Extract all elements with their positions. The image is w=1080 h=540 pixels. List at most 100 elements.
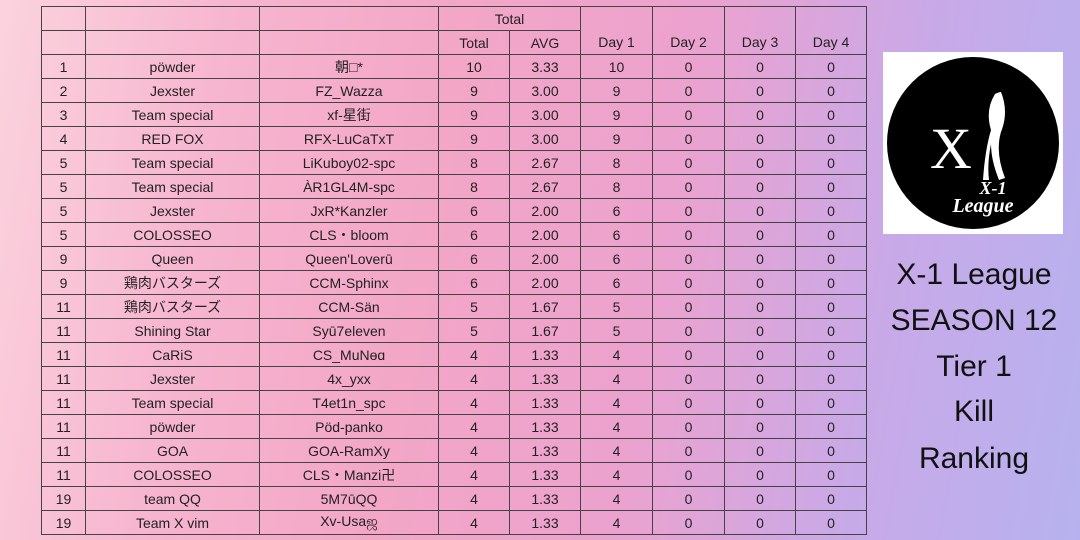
header-cell: Day 1 xyxy=(580,6,653,55)
cell: GOA xyxy=(85,438,260,463)
cell: 1.33 xyxy=(509,342,581,367)
cell: 1 xyxy=(41,54,86,79)
cell: 4 xyxy=(438,390,510,415)
header-cell xyxy=(41,6,86,31)
cell: 0 xyxy=(795,414,867,439)
cell: RED FOX xyxy=(85,126,260,151)
cell: xf-星街 xyxy=(259,102,439,127)
title-line: SEASON 12 xyxy=(890,304,1058,337)
cell: 5 xyxy=(438,318,510,343)
cell: 9 xyxy=(580,78,653,103)
cell: FZ_Wazza xyxy=(259,78,439,103)
cell: 5 xyxy=(41,198,86,223)
cell: 0 xyxy=(724,54,796,79)
logo-mark: X xyxy=(930,116,972,181)
cell: 8 xyxy=(580,174,653,199)
cell: 0 xyxy=(652,318,725,343)
cell: 9 xyxy=(438,126,510,151)
cell: 0 xyxy=(652,78,725,103)
cell: 6 xyxy=(438,222,510,247)
header-cell xyxy=(259,30,439,55)
data-row: 2 Jexster FZ_Wazza 9 3.00 9 0 0 0 xyxy=(41,78,867,103)
cell: Queen xyxy=(85,246,260,271)
cell: 3.00 xyxy=(509,126,581,151)
cell: 11 xyxy=(41,438,86,463)
cell: 0 xyxy=(795,54,867,79)
data-row: 11 鶏肉バスターズ CCM-Sän 5 1.67 5 0 0 0 xyxy=(41,294,867,319)
cell: 0 xyxy=(724,462,796,487)
cell: 0 xyxy=(652,438,725,463)
header-cell xyxy=(85,6,260,31)
cell: 9 xyxy=(41,270,86,295)
header-cell: Total xyxy=(438,30,510,55)
cell: 1.33 xyxy=(509,486,581,511)
cell: 4 xyxy=(580,486,653,511)
cell: 0 xyxy=(724,510,796,535)
cell: 5 xyxy=(580,318,653,343)
cell: 4 xyxy=(438,438,510,463)
title-line: Kill xyxy=(953,395,994,428)
cell: Team special xyxy=(85,150,260,175)
cell: 4 xyxy=(438,486,510,511)
cell: 0 xyxy=(795,270,867,295)
cell: CaRiS xyxy=(85,342,260,367)
cell: 0 xyxy=(724,246,796,271)
cell: 0 xyxy=(795,102,867,127)
cell: pöwder xyxy=(85,54,260,79)
header-group: Total xyxy=(438,6,581,31)
cell: 0 xyxy=(795,318,867,343)
cell: Jexster xyxy=(85,78,260,103)
cell: 4 xyxy=(438,462,510,487)
cell: 0 xyxy=(724,342,796,367)
logo-figure xyxy=(983,92,1005,180)
cell: 8 xyxy=(438,174,510,199)
cell: 6 xyxy=(580,246,653,271)
cell: 9 xyxy=(580,126,653,151)
cell: 0 xyxy=(795,174,867,199)
cell: 4 xyxy=(438,510,510,535)
cell: 0 xyxy=(724,438,796,463)
cell: LiKuboy02-spc xyxy=(259,150,439,175)
data-row: 11 Shining Star Syū7eleven 5 1.67 5 0 0 0 xyxy=(41,318,867,343)
data-row: 11 GOA GOA-RamXy 4 1.33 4 0 0 0 xyxy=(41,438,867,463)
cell: 2 xyxy=(41,78,86,103)
cell: 0 xyxy=(652,270,725,295)
cell: 0 xyxy=(724,270,796,295)
cell: 5 xyxy=(580,294,653,319)
cell: 0 xyxy=(652,198,725,223)
cell: 0 xyxy=(724,414,796,439)
cell: 0 xyxy=(652,462,725,487)
cell: 0 xyxy=(724,294,796,319)
cell: 0 xyxy=(724,366,796,391)
cell: 1.33 xyxy=(509,414,581,439)
cell: 0 xyxy=(652,390,725,415)
cell: pöwder xyxy=(85,414,260,439)
cell: 0 xyxy=(795,198,867,223)
cell: 3.33 xyxy=(509,54,581,79)
cell: 4 xyxy=(580,438,653,463)
cell: 0 xyxy=(795,366,867,391)
data-row: 4 RED FOX RFX-LuCaTxT 9 3.00 9 0 0 0 xyxy=(41,126,867,151)
cell: CCM-Sän xyxy=(259,294,439,319)
cell: 0 xyxy=(795,342,867,367)
cell: 6 xyxy=(580,270,653,295)
cell: 1.33 xyxy=(509,462,581,487)
ranking-table: Total Day 1 Day 2 Day 3 Day 4 Total AVG 1 pöwder… xyxy=(41,6,867,535)
cell: 11 xyxy=(41,462,86,487)
data-row: 11 Jexster 4x_yxx 4 1.33 4 0 0 0 xyxy=(41,366,867,391)
cell: 0 xyxy=(652,174,725,199)
cell: 0 xyxy=(724,174,796,199)
cell: 2.67 xyxy=(509,174,581,199)
cell: 10 xyxy=(580,54,653,79)
cell: 4 xyxy=(438,342,510,367)
cell: Shining Star xyxy=(85,318,260,343)
title-line: Tier 1 xyxy=(936,350,1012,383)
cell: 6 xyxy=(438,198,510,223)
cell: Jexster xyxy=(85,366,260,391)
cell: Team X vim xyxy=(85,510,260,535)
cell: 19 xyxy=(41,510,86,535)
cell: 6 xyxy=(580,198,653,223)
data-row: 1 pöwder 朝□* 10 3.33 10 0 0 0 xyxy=(41,54,867,79)
logo-line1: X-1 xyxy=(979,178,1007,198)
cell: 4 xyxy=(580,366,653,391)
